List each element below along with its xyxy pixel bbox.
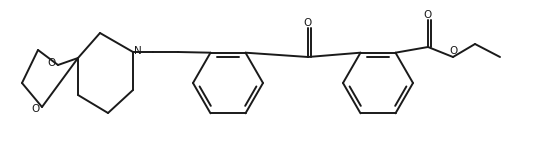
Text: O: O [450,46,458,56]
Text: O: O [304,18,312,28]
Text: N: N [134,46,142,56]
Text: O: O [32,104,40,114]
Text: O: O [424,10,432,20]
Text: O: O [48,58,56,68]
